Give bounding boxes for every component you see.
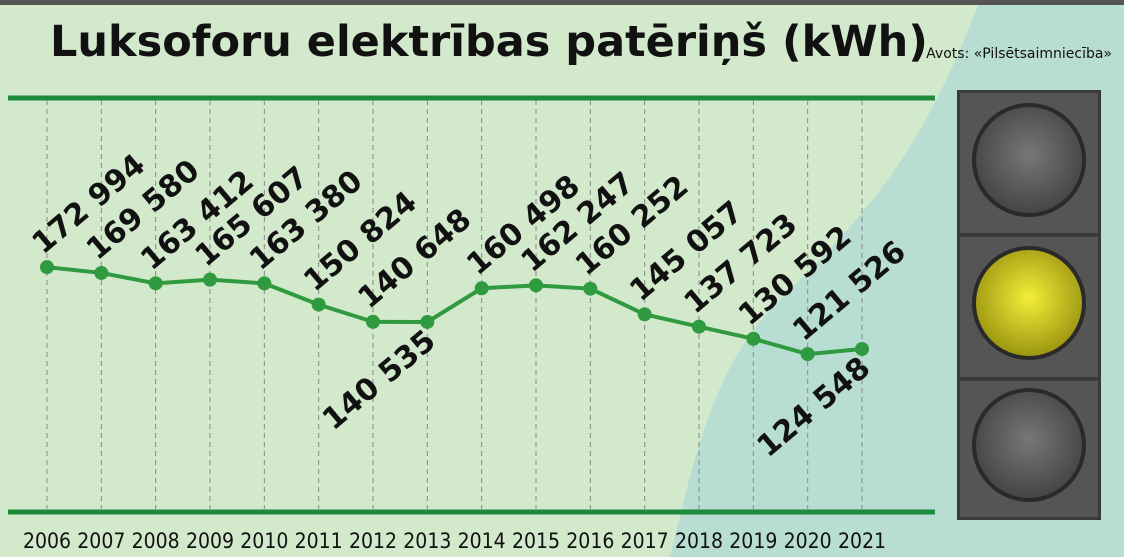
x-tick-label: 2020 bbox=[784, 529, 832, 553]
x-tick-label: 2010 bbox=[240, 529, 288, 553]
x-tick-label: 2013 bbox=[403, 529, 451, 553]
x-tick-label: 2015 bbox=[512, 529, 560, 553]
marker bbox=[420, 314, 435, 329]
marker bbox=[474, 281, 489, 296]
traffic-light bbox=[957, 90, 1101, 520]
marker bbox=[257, 276, 272, 291]
marker bbox=[800, 347, 815, 362]
marker bbox=[583, 281, 598, 296]
marker bbox=[40, 260, 54, 275]
x-tick-label: 2016 bbox=[566, 529, 614, 553]
marker bbox=[311, 297, 326, 312]
x-tick-label: 2011 bbox=[295, 529, 343, 553]
x-tick-label: 2018 bbox=[675, 529, 723, 553]
marker bbox=[148, 276, 163, 291]
x-tick-label: 2006 bbox=[23, 529, 71, 553]
top-bar bbox=[0, 0, 1124, 5]
x-tick-label: 2009 bbox=[186, 529, 234, 553]
marker bbox=[692, 319, 706, 334]
x-tick-label: 2021 bbox=[838, 529, 886, 553]
chart-title: Luksoforu elektrības patēriņš (kWh) bbox=[50, 17, 928, 67]
x-tick-label: 2007 bbox=[77, 529, 125, 553]
marker bbox=[746, 331, 761, 346]
x-tick-label: 2008 bbox=[132, 529, 180, 553]
x-tick-label: 2012 bbox=[349, 529, 397, 553]
x-tick-label: 2017 bbox=[621, 529, 669, 553]
marker bbox=[529, 278, 543, 293]
marker bbox=[203, 272, 217, 287]
x-tick-label: 2019 bbox=[729, 529, 777, 553]
marker bbox=[94, 265, 109, 280]
line bbox=[46, 265, 863, 357]
marker bbox=[366, 314, 380, 329]
x-tick-label: 2014 bbox=[458, 529, 506, 553]
source: Avots: «Pilsētsaimniecība» bbox=[926, 46, 1112, 62]
marker bbox=[855, 341, 869, 356]
marker bbox=[637, 307, 652, 322]
